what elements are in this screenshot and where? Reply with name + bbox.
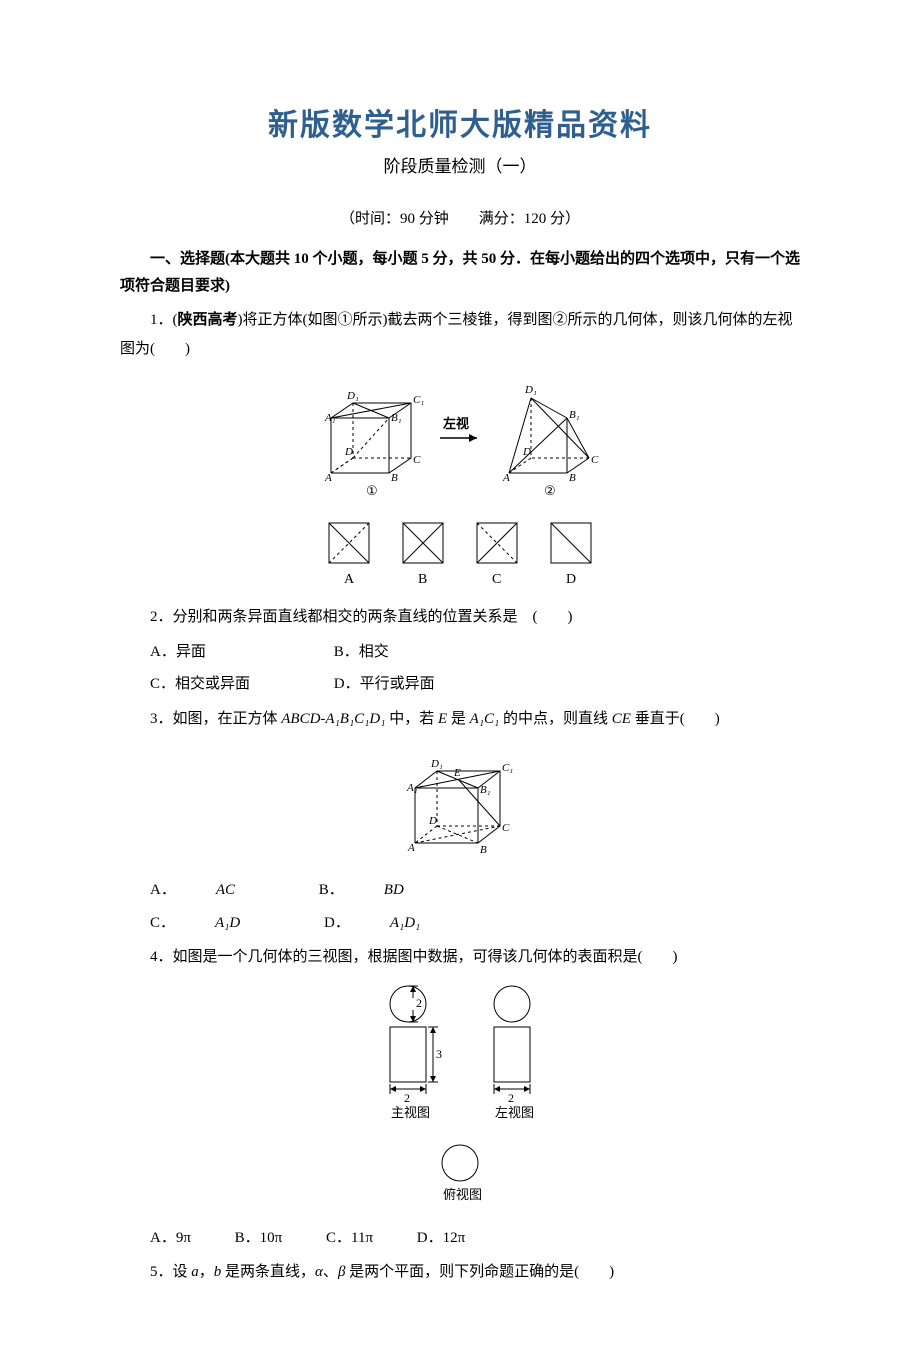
svg-text:A: A xyxy=(324,472,332,484)
q4-figure-row2: 俯视图 xyxy=(120,1141,800,1216)
q2-option-a: A．异面 xyxy=(150,638,330,667)
q3-option-a: A．AC xyxy=(150,876,275,905)
q5-pre: 5．设 xyxy=(150,1264,191,1280)
q4-option-a: A．9π xyxy=(150,1224,191,1253)
svg-text:3: 3 xyxy=(436,1047,442,1061)
q3-post: 的中点，则直线 xyxy=(499,711,612,727)
q2-options-row2: C．相交或异面 D．平行或异面 xyxy=(120,670,800,699)
q5-c1: ， xyxy=(199,1264,214,1280)
svg-text:左视: 左视 xyxy=(443,416,469,431)
q1-option-a-icon: A xyxy=(314,518,384,590)
svg-text:A: A xyxy=(407,842,415,854)
svg-text:2: 2 xyxy=(416,996,422,1010)
svg-text:E: E xyxy=(453,767,461,779)
q4-front-view-icon: 2 3 2 主视图 xyxy=(363,982,463,1132)
q4-figure-row1: 2 3 2 主视图 2 左视图 xyxy=(120,982,800,1137)
q3-mid: 中，若 xyxy=(385,711,438,727)
q5-m1: 是两条直线， xyxy=(221,1264,315,1280)
section-1-text: 一、选择题(本大题共 10 个小题，每小题 5 分，共 50 分．在每小题给出的… xyxy=(120,251,800,294)
q4-top-view-icon: 俯视图 xyxy=(415,1141,505,1211)
svg-text:C₁: C₁ xyxy=(502,762,513,774)
q3-end: 垂直于( ) xyxy=(631,711,720,727)
q4-options: A．9π B．10π C．11π D．12π xyxy=(120,1224,800,1253)
q3-AC: A₁C₁ xyxy=(470,711,500,727)
svg-text:A: A xyxy=(344,572,355,587)
svg-text:C₁: C₁ xyxy=(413,394,424,406)
svg-text:B: B xyxy=(569,472,576,484)
q4-option-c: C．11π xyxy=(326,1224,373,1253)
q4-option-d: D．12π xyxy=(417,1224,465,1253)
svg-text:俯视图: 俯视图 xyxy=(443,1187,482,1202)
svg-text:B₁: B₁ xyxy=(391,412,402,424)
q3-options-row1: A．AC B．BD xyxy=(120,876,800,905)
svg-text:2: 2 xyxy=(404,1091,410,1105)
q3-mid2: 是 xyxy=(447,711,470,727)
svg-text:D: D xyxy=(344,446,353,458)
time-info: （时间：90 分钟 满分：120 分） xyxy=(120,207,800,228)
svg-text:2: 2 xyxy=(508,1091,514,1105)
question-4: 4．如图是一个几何体的三视图，根据图中数据，可得该几何体的表面积是( ) xyxy=(120,943,800,972)
svg-text:A₁: A₁ xyxy=(324,412,336,424)
q1-cube-2-icon: D₁ B₁ A B C D ② xyxy=(489,373,609,503)
svg-text:B₁: B₁ xyxy=(480,784,491,796)
question-3: 3．如图，在正方体 ABCD-A₁B₁C₁D₁ 中，若 E 是 A₁C₁ 的中点… xyxy=(120,705,800,734)
svg-text:C: C xyxy=(413,454,421,466)
question-2: 2．分别和两条异面直线都相交的两条直线的位置关系是 ( ) xyxy=(120,603,800,632)
q5-c2: 、 xyxy=(323,1264,338,1280)
svg-text:A₁: A₁ xyxy=(406,782,418,794)
q1-option-d-icon: D xyxy=(536,518,606,590)
q2-option-b: B．相交 xyxy=(334,638,389,667)
main-title: 新版数学北师大版精品资料 xyxy=(120,100,800,144)
svg-text:A: A xyxy=(502,472,510,484)
q4-left-view-icon: 2 左视图 xyxy=(467,982,557,1132)
q2-option-c: C．相交或异面 xyxy=(150,670,330,699)
q1-option-c-icon: C xyxy=(462,518,532,590)
svg-text:D₁: D₁ xyxy=(430,758,443,770)
section-1-heading: 一、选择题(本大题共 10 个小题，每小题 5 分，共 50 分．在每小题给出的… xyxy=(120,246,800,300)
svg-text:B: B xyxy=(480,844,487,856)
svg-text:B: B xyxy=(391,472,398,484)
q3-figure: A₁ B₁ C₁ D₁ E A B C D xyxy=(120,743,800,868)
svg-text:左视图: 左视图 xyxy=(495,1105,534,1120)
svg-text:D₁: D₁ xyxy=(524,384,537,396)
svg-text:B: B xyxy=(418,572,427,587)
q2-options-row1: A．异面 B．相交 xyxy=(120,638,800,667)
q1-prefix: 1．( xyxy=(150,312,178,328)
q1-arrow-icon: 左视 xyxy=(435,373,485,503)
q1-circ1: ① xyxy=(366,483,378,498)
q1-option-b-icon: B xyxy=(388,518,458,590)
exam-page: 新版数学北师大版精品资料 阶段质量检测（一） （时间：90 分钟 满分：120 … xyxy=(0,0,920,1353)
q3-cube: ABCD-A₁B₁C₁D₁ xyxy=(281,711,385,727)
q3-CE: CE xyxy=(612,711,631,727)
question-5: 5．设 a，b 是两条直线，α、β 是两个平面，则下列命题正确的是( ) xyxy=(120,1258,800,1287)
q1-circ2: ② xyxy=(544,483,556,498)
q3-option-d: D．A₁D₁ xyxy=(324,909,460,938)
sub-title: 阶段质量检测（一） xyxy=(120,152,800,177)
svg-text:主视图: 主视图 xyxy=(391,1105,430,1120)
svg-text:C: C xyxy=(502,822,510,834)
svg-text:D: D xyxy=(522,446,531,458)
q4-option-b: B．10π xyxy=(235,1224,283,1253)
svg-text:C: C xyxy=(492,572,501,587)
svg-text:C: C xyxy=(591,454,599,466)
q3-option-b: B．BD xyxy=(319,876,444,905)
question-1: 1．(陕西高考)将正方体(如图①所示)截去两个三棱锥，得到图②所示的几何体，则该… xyxy=(120,306,800,363)
svg-text:D: D xyxy=(566,572,576,587)
q1-tag: 陕西高考 xyxy=(178,312,238,328)
svg-text:D: D xyxy=(428,815,437,827)
q3-pre: 3．如图，在正方体 xyxy=(150,711,281,727)
q5-alpha: α xyxy=(315,1264,323,1280)
svg-text:D₁: D₁ xyxy=(346,390,359,402)
q3-option-c: C．A₁D xyxy=(150,909,280,938)
q1-cube-1-icon: A₁ B₁ C₁ D₁ A B C D ① xyxy=(311,373,431,503)
q1-options-figure: A B C D xyxy=(120,518,800,595)
svg-text:B₁: B₁ xyxy=(569,409,580,421)
q1-figure-row: A₁ B₁ C₁ D₁ A B C D ① 左视 xyxy=(120,373,800,508)
q2-option-d: D．平行或异面 xyxy=(334,670,435,699)
q3-cube-icon: A₁ B₁ C₁ D₁ E A B C D xyxy=(390,743,530,863)
q3-E: E xyxy=(438,711,447,727)
q5-a: a xyxy=(191,1264,199,1280)
q5-m2: 是两个平面，则下列命题正确的是( ) xyxy=(345,1264,614,1280)
q3-options-row2: C．A₁D D．A₁D₁ xyxy=(120,909,800,938)
